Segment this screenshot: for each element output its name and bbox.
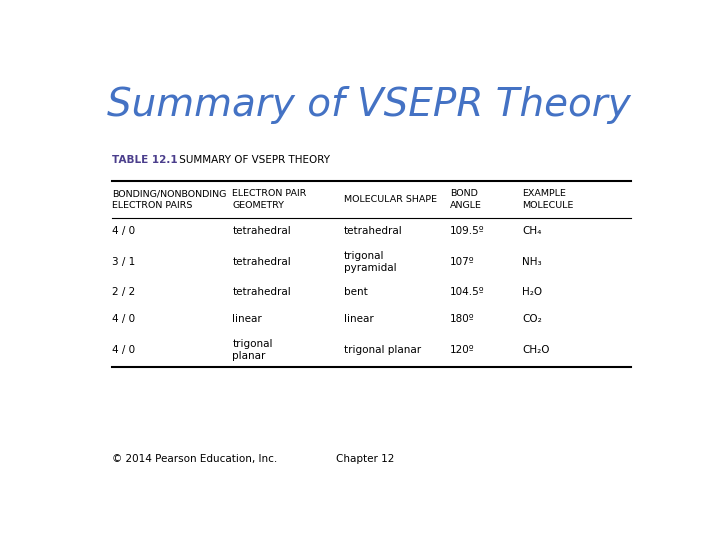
Text: tetrahedral: tetrahedral [233,287,291,298]
Text: 109.5º: 109.5º [450,226,485,237]
Text: TABLE 12.1: TABLE 12.1 [112,156,178,165]
Text: trigonal
pyramidal: trigonal pyramidal [344,251,397,273]
Text: 4 / 0: 4 / 0 [112,345,135,355]
Text: MOLECULAR SHAPE: MOLECULAR SHAPE [344,195,437,204]
Text: SUMMARY OF VSEPR THEORY: SUMMARY OF VSEPR THEORY [176,156,330,165]
Text: linear: linear [233,314,262,325]
Text: tetrahedral: tetrahedral [344,226,402,237]
Text: CH₄: CH₄ [523,226,542,237]
Text: NH₃: NH₃ [523,257,542,267]
Text: linear: linear [344,314,374,325]
Text: trigonal planar: trigonal planar [344,345,421,355]
Text: bent: bent [344,287,368,298]
Text: ELECTRON PAIR
GEOMETRY: ELECTRON PAIR GEOMETRY [233,190,307,210]
Text: EXAMPLE
MOLECULE: EXAMPLE MOLECULE [523,190,574,210]
Text: 104.5º: 104.5º [450,287,485,298]
Text: BOND
ANGLE: BOND ANGLE [450,190,482,210]
Text: 180º: 180º [450,314,474,325]
Text: 107º: 107º [450,257,474,267]
Text: trigonal
planar: trigonal planar [233,339,273,361]
Text: BONDING/NONBONDING
ELECTRON PAIRS: BONDING/NONBONDING ELECTRON PAIRS [112,190,227,210]
Text: H₂O: H₂O [523,287,543,298]
Text: 4 / 0: 4 / 0 [112,226,135,237]
Text: tetrahedral: tetrahedral [233,226,291,237]
Text: tetrahedral: tetrahedral [233,257,291,267]
Text: CH₂O: CH₂O [523,345,550,355]
Text: 3 / 1: 3 / 1 [112,257,135,267]
Text: CO₂: CO₂ [523,314,542,325]
Text: © 2014 Pearson Education, Inc.: © 2014 Pearson Education, Inc. [112,454,278,464]
Text: 4 / 0: 4 / 0 [112,314,135,325]
Text: Summary of VSEPR Theory: Summary of VSEPR Theory [107,85,631,124]
Text: 120º: 120º [450,345,474,355]
Text: 2 / 2: 2 / 2 [112,287,135,298]
Text: Chapter 12: Chapter 12 [336,454,394,464]
